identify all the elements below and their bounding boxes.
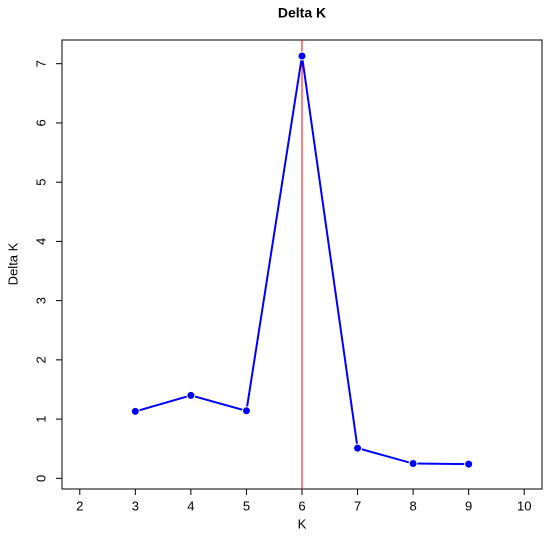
x-axis-label: K <box>298 516 307 531</box>
y-tick-label: 5 <box>33 179 48 186</box>
y-axis-label: Delta K <box>5 242 20 285</box>
data-point <box>130 406 140 416</box>
y-tick-label: 4 <box>33 238 48 245</box>
data-point <box>241 406 251 416</box>
data-point <box>408 459 418 469</box>
y-tick-label: 3 <box>33 297 48 304</box>
y-tick-label: 2 <box>33 356 48 363</box>
data-point <box>353 443 363 453</box>
x-tick-label: 9 <box>465 498 472 513</box>
data-point <box>186 390 196 400</box>
y-tick-label: 0 <box>33 475 48 482</box>
data-point <box>297 51 307 61</box>
x-tick-label: 4 <box>187 498 194 513</box>
data-point <box>464 459 474 469</box>
x-tick-label: 6 <box>298 498 305 513</box>
x-tick-label: 2 <box>76 498 83 513</box>
x-tick-label: 3 <box>132 498 139 513</box>
y-tick-label: 7 <box>33 60 48 67</box>
y-tick-label: 1 <box>33 415 48 422</box>
x-tick-label: 5 <box>243 498 250 513</box>
x-tick-label: 8 <box>409 498 416 513</box>
y-tick-label: 6 <box>33 119 48 126</box>
x-tick-label: 7 <box>354 498 361 513</box>
x-tick-label: 10 <box>517 498 531 513</box>
chart-title: Delta K <box>278 5 326 21</box>
